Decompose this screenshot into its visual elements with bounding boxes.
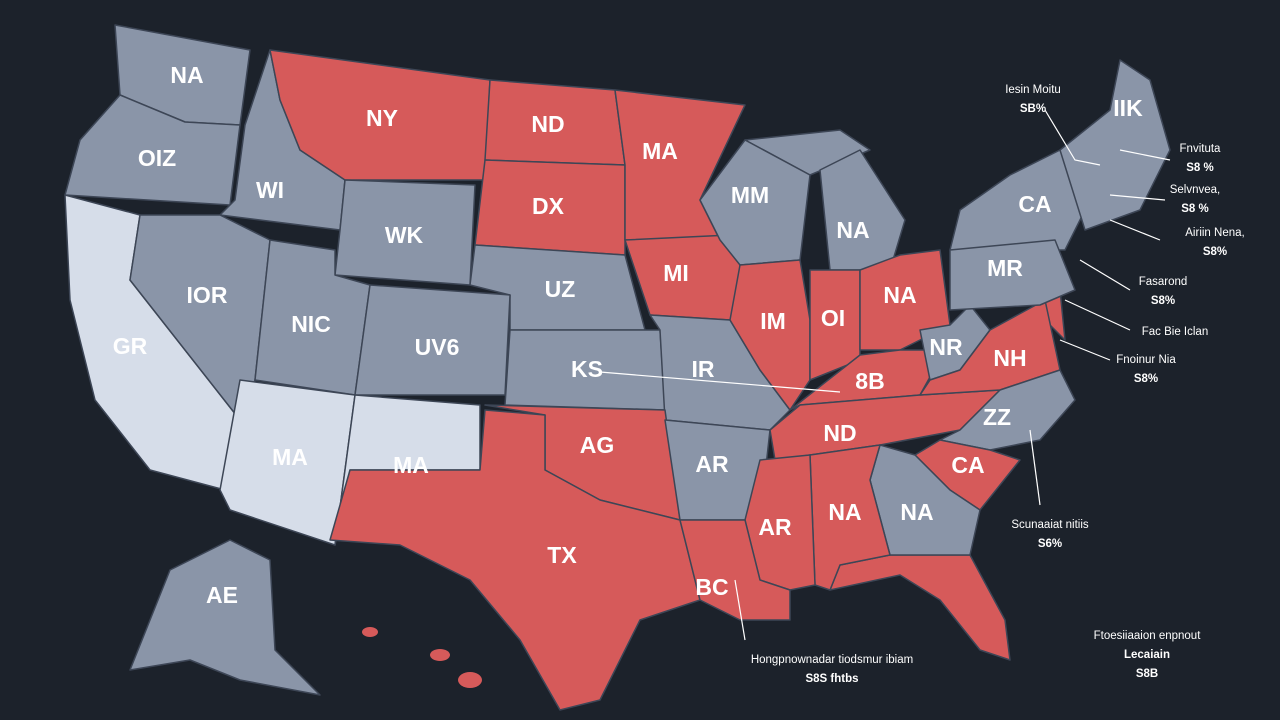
state-label: MI xyxy=(663,260,689,286)
state-label: IOR xyxy=(187,282,228,308)
state-label: IM xyxy=(760,308,786,334)
state-label: MA xyxy=(272,444,308,470)
state-shape xyxy=(809,444,891,591)
callout-text: Scunaaiat nitiis xyxy=(1011,519,1089,531)
callout-text: Iesin Moitu xyxy=(1005,84,1061,96)
state-shape xyxy=(729,259,811,411)
state-label: BC xyxy=(695,574,728,600)
callout-text: Fnoinur Nia xyxy=(1116,354,1176,366)
state-label: AG xyxy=(580,432,615,458)
callout-text: S8% xyxy=(1151,295,1175,307)
leader-line xyxy=(1119,149,1171,161)
callout-text: Fasarond xyxy=(1139,276,1188,288)
state-label: MM xyxy=(731,182,769,208)
callout-text: Airiin Nena, xyxy=(1185,227,1244,239)
callout-text: S8% xyxy=(1203,246,1227,258)
state-label: UZ xyxy=(545,276,576,302)
state-label: OI xyxy=(821,305,845,331)
callout-text: S8 % xyxy=(1186,162,1214,174)
callout-text: S8S fhtbs xyxy=(805,673,858,685)
state-label: UV6 xyxy=(415,334,460,360)
state-label: 8B xyxy=(855,368,884,394)
state-label: NA xyxy=(836,217,869,243)
state-label: MA xyxy=(393,452,429,478)
callout-text: Lecaiain xyxy=(1124,649,1170,661)
callout-text: Ftoesiiaaion enpnout xyxy=(1094,630,1202,642)
state-label: MR xyxy=(987,255,1023,281)
callout-text: SB% xyxy=(1020,103,1046,115)
state-label: KS xyxy=(571,356,603,382)
island xyxy=(362,627,378,637)
state-shape xyxy=(129,539,321,696)
callout-text: S6% xyxy=(1038,538,1062,550)
callout-text: Fnvituta xyxy=(1180,143,1222,155)
state-shape xyxy=(819,149,906,271)
state-label: NH xyxy=(993,345,1026,371)
state-label: MA xyxy=(642,138,678,164)
state-shape xyxy=(1059,59,1171,231)
leader-line xyxy=(1059,339,1111,361)
state-shape xyxy=(334,179,476,286)
callout-text: Hongpnownadar tiodsmur ibiam xyxy=(751,654,913,666)
state-label: TX xyxy=(547,542,577,568)
state-label: IR xyxy=(692,356,715,382)
leader-line xyxy=(599,371,841,393)
callout-text: Selvnvea, xyxy=(1170,184,1221,196)
state-label: WI xyxy=(256,177,284,203)
callout-text: S8% xyxy=(1134,373,1158,385)
island xyxy=(458,672,482,688)
leader-line xyxy=(1029,429,1041,506)
state-label: OIZ xyxy=(138,145,176,171)
state-label: NA xyxy=(828,499,861,525)
island xyxy=(430,649,450,661)
state-label: AR xyxy=(758,514,792,540)
state-label: ND xyxy=(531,111,564,137)
state-label: IIK xyxy=(1113,95,1143,121)
state-label: NA xyxy=(900,499,933,525)
leader-line xyxy=(1064,299,1131,331)
leader-line xyxy=(1044,109,1101,166)
state-shape xyxy=(809,269,861,381)
state-label: CA xyxy=(1018,191,1051,217)
state-label: NA xyxy=(883,282,916,308)
state-label: DX xyxy=(532,193,565,219)
leader-line xyxy=(734,579,746,641)
state-label: AE xyxy=(206,582,238,608)
state-shape xyxy=(829,554,1011,661)
state-label: NIC xyxy=(291,311,331,337)
state-label: CA xyxy=(951,452,984,478)
callout-text: Fac Bie Iclan xyxy=(1142,326,1208,338)
state-label: GR xyxy=(113,333,148,359)
state-shape xyxy=(219,379,356,546)
state-label: NY xyxy=(366,105,398,131)
state-label: WK xyxy=(385,222,424,248)
state-label: NA xyxy=(170,62,203,88)
state-label: ZZ xyxy=(983,404,1011,430)
state-label: ND xyxy=(823,420,856,446)
leader-line xyxy=(1079,259,1131,291)
callout-text: S8 % xyxy=(1181,203,1209,215)
state-shape xyxy=(329,409,701,711)
state-shape xyxy=(939,369,1076,451)
callout-text: S8B xyxy=(1136,668,1158,680)
leader-line xyxy=(1109,194,1166,201)
leader-line xyxy=(1109,219,1161,241)
state-label: NR xyxy=(929,334,963,360)
state-shape xyxy=(679,519,791,621)
state-label: AR xyxy=(695,451,729,477)
state-shape xyxy=(949,239,1076,311)
